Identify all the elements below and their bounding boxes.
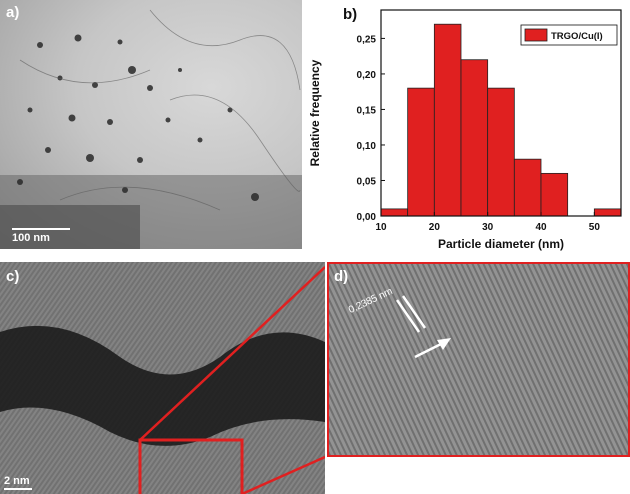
x-tick-label: 20 (429, 222, 441, 233)
plot-frame (380, 9, 622, 217)
x-axis-label: Particle diameter (nm) (438, 237, 564, 251)
histogram-bar (593, 208, 622, 217)
panel-label-b: b) (343, 6, 358, 23)
particle-size-histogram: 0,00 0,05 0,10 0,15 0,20 0,25 10 20 30 40 50 Partic… (308, 9, 622, 251)
y-tick-label: 0,00 (357, 212, 377, 223)
scale-bar-c (4, 488, 32, 490)
histogram-bar (513, 158, 542, 217)
tem-image-a: a) 100 nm (0, 0, 302, 249)
y-tick-label: 0,05 (357, 176, 377, 187)
tem-image-c: c) 2 nm (0, 262, 325, 494)
y-axis-label: Relative frequency (308, 59, 322, 166)
legend-label: TRGO/Cu(I) (551, 31, 603, 42)
y-tick-label: 0,10 (357, 141, 377, 152)
histogram-panel: b) 0,00 0,05 0,10 0,15 0,20 0,25 10 20 30 40 50 Par… (305, 0, 630, 258)
panel-label-c: c) (6, 268, 20, 285)
x-tick-label: 50 (589, 222, 601, 233)
y-tick-label: 0,20 (357, 70, 377, 81)
tem-image-a-texture (0, 9, 302, 249)
y-tick-label: 0,25 (357, 34, 377, 45)
zoom-region-box (138, 438, 244, 494)
tem-image-d: d) 0,2385 nm (327, 262, 630, 457)
legend-swatch (524, 28, 548, 42)
x-tick-label: 40 (535, 222, 547, 233)
tem-image-d-texture (327, 262, 630, 457)
tem-image-c-texture (0, 262, 325, 494)
panel-label-a: a) (6, 4, 20, 21)
histogram-bar (407, 87, 435, 217)
x-tick-label: 10 (375, 222, 387, 233)
histogram-bar (380, 208, 409, 217)
histogram-bar (487, 87, 515, 217)
scale-bar-label-c: 2 nm (4, 475, 30, 487)
scale-bar-a (12, 228, 70, 230)
histogram-bar (540, 172, 569, 217)
x-tick-label: 30 (482, 222, 494, 233)
scale-bar-label-a: 100 nm (12, 232, 50, 244)
histogram-bar (433, 23, 462, 217)
histogram-bar (460, 59, 489, 217)
y-tick-label: 0,15 (357, 105, 377, 116)
panel-label-d: d) (334, 268, 349, 285)
